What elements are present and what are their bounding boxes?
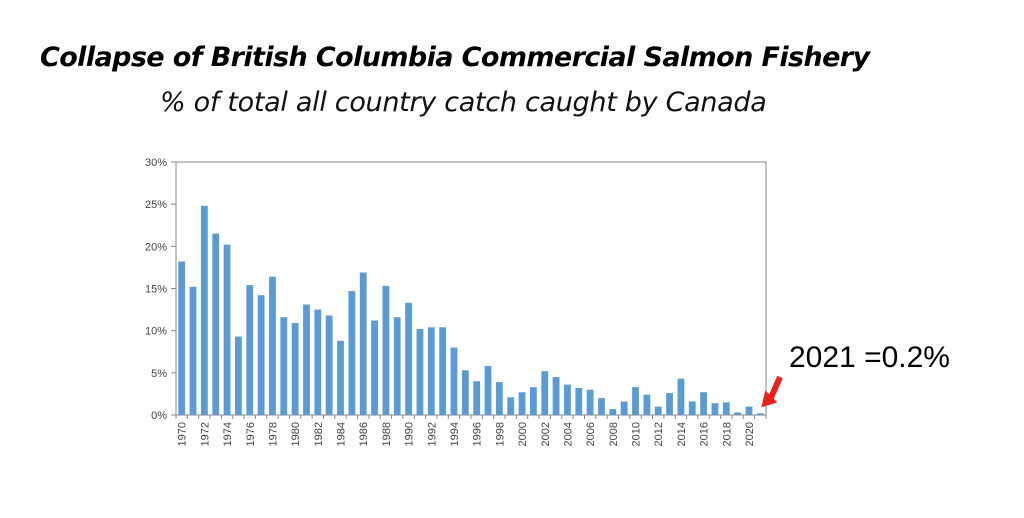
y-tick-label: 5% xyxy=(151,368,167,380)
bar-2020 xyxy=(745,406,753,415)
bar-2003 xyxy=(552,377,560,415)
x-tick-label: 1986 xyxy=(358,422,370,446)
y-tick-label: 25% xyxy=(145,199,167,211)
bar-2018 xyxy=(722,402,730,415)
y-tick-label: 15% xyxy=(145,284,167,296)
bar-1970 xyxy=(178,261,186,415)
bar-2019 xyxy=(734,412,742,415)
x-tick-label: 2000 xyxy=(517,422,529,446)
bar-2010 xyxy=(632,387,639,415)
x-tick-label: 2016 xyxy=(699,422,711,446)
bar-1974 xyxy=(223,244,231,415)
bar-1981 xyxy=(303,304,310,415)
x-tick-label: 1992 xyxy=(426,422,438,446)
bar-1977 xyxy=(257,295,265,415)
x-tick-label: 1994 xyxy=(449,422,461,446)
y-tick-label: 30% xyxy=(145,157,167,169)
x-tick-label: 2008 xyxy=(608,422,620,446)
x-tick-label: 2010 xyxy=(631,422,643,446)
bar-1979 xyxy=(280,317,288,415)
x-tick-label: 1984 xyxy=(336,422,348,446)
x-tick-label: 1998 xyxy=(494,422,506,446)
x-tick-label: 1988 xyxy=(381,422,393,446)
bar-1971 xyxy=(189,286,197,415)
bar-1980 xyxy=(291,323,299,415)
bar-1986 xyxy=(359,272,367,415)
annotation-arrow-head xyxy=(761,390,778,408)
bar-1983 xyxy=(325,315,333,415)
x-tick-label: 2014 xyxy=(676,422,688,446)
x-tick-label: 1974 xyxy=(222,422,234,446)
bar-1999 xyxy=(507,397,515,415)
bar-2004 xyxy=(564,384,571,415)
bar-1975 xyxy=(235,336,242,415)
bar-2015 xyxy=(688,401,696,415)
bar-2016 xyxy=(700,392,707,415)
x-tick-label: 1970 xyxy=(177,422,189,446)
chart-title: Collapse of British Columbia Commercial … xyxy=(40,42,870,73)
x-tick-label: 2012 xyxy=(653,422,665,446)
x-tick-label: 1978 xyxy=(267,422,279,446)
bar-1987 xyxy=(371,320,378,415)
bar-2009 xyxy=(620,401,628,415)
bar-1997 xyxy=(484,366,492,415)
bar-1990 xyxy=(405,302,412,415)
bar-2006 xyxy=(586,389,594,415)
x-tick-label: 1980 xyxy=(290,422,302,446)
bar-1973 xyxy=(212,233,220,415)
annotation-arrow-shaft xyxy=(767,375,783,401)
x-tick-label: 2020 xyxy=(744,422,756,446)
bar-1985 xyxy=(348,291,356,415)
x-tick-label: 2006 xyxy=(585,422,597,446)
bar-1993 xyxy=(439,327,447,415)
x-tick-label: 1982 xyxy=(313,422,325,446)
bar-1996 xyxy=(473,381,481,415)
chart-subtitle: % of total all country catch caught by C… xyxy=(160,87,767,118)
bar-2008 xyxy=(609,409,617,415)
bar-2011 xyxy=(643,394,651,415)
x-tick-label: 2018 xyxy=(721,422,733,446)
bar-2007 xyxy=(598,398,605,415)
x-tick-label: 2004 xyxy=(562,422,574,446)
bar-2021 xyxy=(756,413,764,415)
y-tick-label: 20% xyxy=(145,241,167,253)
bar-1989 xyxy=(393,317,401,415)
y-tick-label: 0% xyxy=(151,410,167,422)
bar-2000 xyxy=(518,392,526,415)
bar-2005 xyxy=(575,388,583,415)
bar-2012 xyxy=(654,406,662,415)
bar-2013 xyxy=(666,393,673,415)
bar-1992 xyxy=(427,327,435,415)
bar-1994 xyxy=(450,347,458,415)
bar-1978 xyxy=(269,276,276,415)
bar-1988 xyxy=(382,285,390,415)
bar-1995 xyxy=(461,370,469,415)
x-tick-label: 1972 xyxy=(199,422,211,446)
bar-1976 xyxy=(246,285,254,415)
x-tick-label: 2002 xyxy=(540,422,552,446)
bar-1984 xyxy=(337,340,344,415)
bar-2002 xyxy=(541,371,549,415)
bar-2017 xyxy=(711,403,719,415)
x-tick-label: 1976 xyxy=(245,422,257,446)
bar-1998 xyxy=(495,382,503,415)
x-tick-label: 1996 xyxy=(472,422,484,446)
bar-1972 xyxy=(200,205,208,415)
bar-2014 xyxy=(677,378,685,415)
annotation-label: 2021 =0.2% xyxy=(789,341,950,374)
bar-1991 xyxy=(416,328,424,415)
x-tick-label: 1990 xyxy=(404,422,416,446)
bar-2001 xyxy=(530,387,537,415)
bar-1982 xyxy=(314,309,322,415)
y-tick-label: 10% xyxy=(145,326,167,338)
